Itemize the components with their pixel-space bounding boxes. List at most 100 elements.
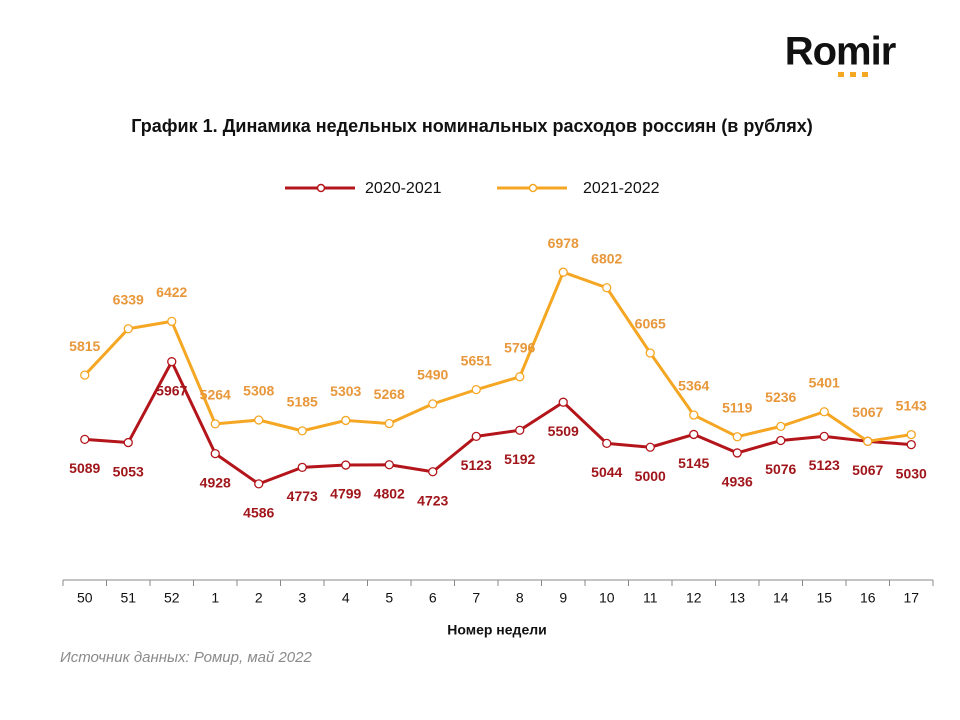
point-marker bbox=[776, 421, 786, 432]
point-marker bbox=[732, 448, 742, 458]
point-marker bbox=[210, 448, 220, 459]
data-label: 5401 bbox=[809, 374, 840, 390]
data-label: 5796 bbox=[504, 340, 535, 356]
point-marker bbox=[254, 479, 264, 489]
legend-label: 2021-2022 bbox=[583, 180, 660, 197]
data-label: 4723 bbox=[417, 492, 448, 508]
x-tick-label: 52 bbox=[164, 590, 180, 606]
data-label: 5815 bbox=[69, 338, 100, 354]
point-marker bbox=[471, 431, 481, 442]
source-note: Источник данных: Ромир, май 2022 bbox=[60, 649, 312, 666]
x-tick-label: 50 bbox=[77, 590, 93, 606]
x-axis-title: Номер недели bbox=[447, 622, 546, 638]
point-marker bbox=[602, 438, 612, 449]
data-label: 5490 bbox=[417, 367, 448, 383]
point-marker bbox=[515, 372, 525, 382]
data-label: 5967 bbox=[156, 382, 187, 398]
x-tick-label: 16 bbox=[860, 590, 876, 606]
point-marker bbox=[602, 283, 612, 293]
data-label: 5192 bbox=[504, 451, 535, 467]
data-label: 5185 bbox=[287, 394, 318, 410]
point-marker bbox=[80, 434, 90, 445]
x-tick-label: 12 bbox=[686, 590, 702, 606]
point-marker bbox=[645, 348, 655, 358]
point-marker bbox=[689, 410, 699, 420]
data-label: 4928 bbox=[200, 474, 231, 490]
data-label: 5268 bbox=[374, 386, 405, 402]
point-marker bbox=[384, 460, 394, 470]
point-marker bbox=[863, 436, 873, 446]
data-label: 6978 bbox=[548, 235, 579, 251]
data-label: 5123 bbox=[461, 457, 492, 473]
data-label: 5067 bbox=[852, 404, 883, 420]
legend-marker bbox=[316, 183, 326, 193]
chart-title: График 1. Динамика недельных номинальных… bbox=[131, 116, 813, 136]
data-label: 5119 bbox=[722, 399, 753, 415]
data-label: 4773 bbox=[287, 488, 318, 504]
x-tick-label: 51 bbox=[120, 590, 136, 606]
data-label: 5364 bbox=[678, 378, 709, 394]
x-tick-label: 13 bbox=[729, 590, 745, 606]
data-label: 4799 bbox=[330, 486, 361, 502]
data-label: 5264 bbox=[200, 387, 231, 403]
point-marker bbox=[80, 370, 90, 380]
point-marker bbox=[906, 429, 916, 440]
point-marker bbox=[384, 418, 394, 429]
data-label: 4936 bbox=[722, 474, 753, 490]
point-marker bbox=[689, 429, 699, 440]
point-marker bbox=[297, 426, 307, 436]
series-line bbox=[83, 270, 912, 443]
x-tick-label: 15 bbox=[816, 590, 832, 606]
data-label: 5145 bbox=[678, 455, 709, 471]
data-label: 5236 bbox=[765, 389, 796, 405]
point-marker bbox=[428, 399, 438, 409]
x-tick-label: 4 bbox=[342, 590, 350, 606]
series-line bbox=[84, 360, 912, 486]
point-marker bbox=[254, 415, 264, 425]
data-label: 5044 bbox=[591, 464, 622, 480]
point-marker bbox=[558, 397, 568, 407]
data-label: 5076 bbox=[765, 461, 796, 477]
legend-marker bbox=[528, 183, 538, 193]
point-marker bbox=[297, 462, 307, 472]
point-marker bbox=[210, 419, 220, 429]
data-label: 5053 bbox=[113, 463, 144, 479]
x-tick-label: 14 bbox=[773, 590, 789, 606]
data-label: 4802 bbox=[374, 485, 405, 501]
data-label: 5303 bbox=[330, 383, 361, 399]
x-tick-label: 1 bbox=[211, 590, 219, 606]
logo: Romir bbox=[785, 30, 896, 74]
data-label: 5123 bbox=[809, 457, 840, 473]
data-label: 5030 bbox=[896, 465, 927, 481]
data-label: 5000 bbox=[635, 468, 666, 484]
x-tick-label: 3 bbox=[298, 590, 306, 606]
point-marker bbox=[732, 432, 742, 442]
x-tick-label: 9 bbox=[559, 590, 567, 606]
point-marker bbox=[558, 267, 568, 277]
x-tick-label: 2 bbox=[255, 590, 263, 606]
point-marker bbox=[428, 467, 438, 477]
point-marker bbox=[123, 324, 133, 334]
point-marker bbox=[819, 407, 829, 417]
point-marker bbox=[123, 437, 133, 448]
data-label: 5067 bbox=[852, 462, 883, 478]
legend-label: 2020-2021 bbox=[365, 180, 442, 197]
data-label: 5089 bbox=[69, 460, 100, 476]
data-label: 6339 bbox=[113, 291, 144, 307]
x-tick-label: 10 bbox=[599, 590, 615, 606]
point-marker bbox=[341, 415, 351, 426]
point-marker bbox=[776, 435, 786, 446]
point-marker bbox=[906, 439, 916, 450]
x-tick-label: 8 bbox=[516, 590, 524, 606]
data-label: 5308 bbox=[243, 383, 274, 399]
point-marker bbox=[645, 442, 655, 452]
point-marker bbox=[471, 384, 481, 395]
point-marker bbox=[819, 431, 829, 442]
data-label: 5651 bbox=[461, 352, 492, 368]
x-tick-label: 5 bbox=[385, 590, 393, 606]
x-tick-label: 7 bbox=[472, 590, 480, 606]
data-label: 5509 bbox=[548, 423, 579, 439]
data-label: 6065 bbox=[635, 316, 666, 332]
data-label: 6802 bbox=[591, 250, 622, 266]
